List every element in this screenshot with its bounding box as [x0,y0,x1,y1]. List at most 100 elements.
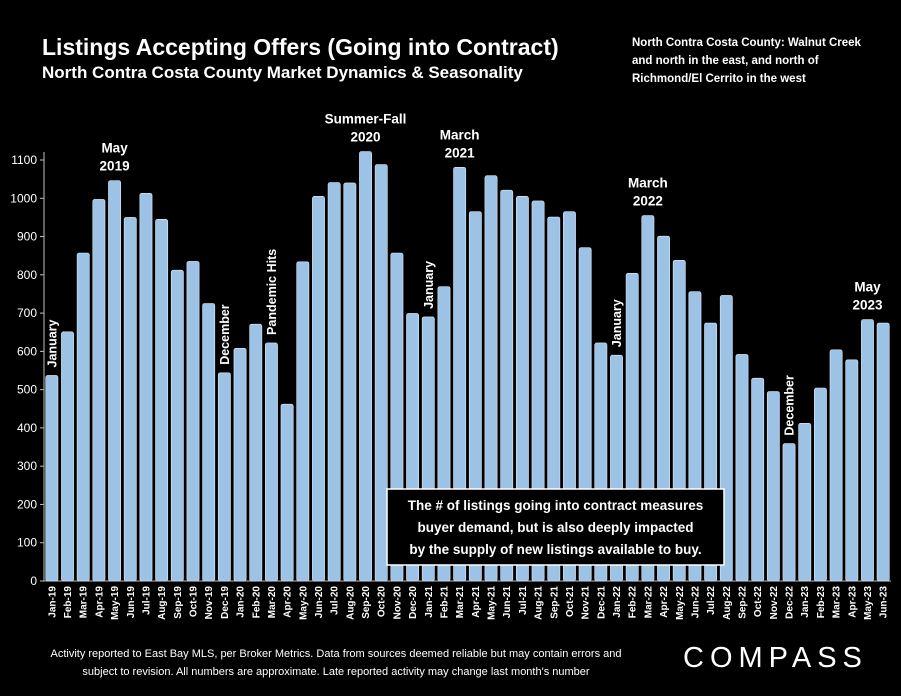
bar [798,423,812,582]
bar [829,349,843,582]
x-tick-label: Nov-20 [392,586,403,620]
bar [751,377,765,582]
bar [92,199,106,582]
annotation-label: March [440,127,480,142]
bar [108,180,122,582]
annotation-label: 2022 [633,193,663,208]
x-tick-label: Mar-19 [79,586,90,619]
x-tick-label: Dec-19 [220,586,231,619]
callout-text: The # of listings going into contract me… [408,498,704,513]
x-tick-label: Apr-23 [847,586,858,618]
bar [155,219,169,582]
annotation-label: March [628,175,668,190]
x-tick-label: Jan-23 [800,586,811,618]
bar [359,151,372,582]
x-tick-label: Nov-19 [204,586,215,620]
bar [876,322,890,582]
x-tick-label: Sep-22 [737,586,748,619]
callout-text: buyer demand, but is also deeply impacte… [417,520,693,535]
y-tick-label: 500 [17,383,37,397]
x-tick-label: Dec-20 [408,586,419,619]
y-tick-label: 100 [17,536,37,550]
x-tick-label: Jun-23 [879,586,890,619]
x-tick-label: May-22 [675,586,686,620]
y-tick-label: 800 [17,268,37,282]
x-tick-label: Apr-20 [283,586,294,618]
x-tick-label: Jun-20 [314,586,325,619]
x-tick-label: Oct-20 [377,586,388,618]
chart-subtitle: North Contra Costa County Market Dynamic… [42,63,523,82]
bar [312,196,325,582]
x-tick-label: Jan-19 [47,586,58,618]
y-tick-label: 1100 [11,153,37,167]
compass-logo: COMPASS [683,642,868,674]
bar [813,387,827,582]
x-tick-label: Dec-22 [785,586,796,619]
x-tick-label: Jun-22 [690,586,701,619]
bar [202,303,216,582]
x-tick-label: May-21 [487,586,498,620]
bar [531,200,545,582]
x-tick-label: Jul-20 [330,586,341,615]
x-tick-label: Apr-21 [471,586,482,618]
annotation-label: January [422,261,436,309]
annotation-label: 2021 [445,145,476,160]
x-tick-label: Dec-21 [596,586,607,619]
x-tick-label: Feb-19 [63,586,74,619]
annotation-label: 2020 [351,130,381,145]
region-note: North Contra Costa County: Walnut Creek … [632,37,861,85]
x-tick-label: Jul-22 [706,586,717,615]
bar [170,269,184,582]
bar [280,403,294,582]
bar [296,261,310,582]
callout-box [386,488,725,566]
bar [249,323,263,582]
x-tick-label: Apr-19 [94,586,105,618]
x-tick-label: Aug-22 [722,586,733,620]
y-tick-label: 300 [17,459,37,473]
annotation-label: May [854,280,881,295]
x-tick-label: Aug-20 [345,586,356,620]
y-tick-label: 400 [17,421,37,435]
x-tick-label: Sep-21 [549,586,560,619]
y-tick-label: 900 [17,230,37,244]
x-tick-label: Jun-21 [502,586,513,619]
bar [217,372,231,582]
x-tick-label: Oct-21 [565,586,576,618]
x-tick-label: May-20 [298,586,309,620]
x-tick-label: Feb-22 [628,586,639,619]
bar [782,443,796,582]
bar [515,196,529,582]
x-tick-label: Jun-19 [126,586,137,619]
bar [45,375,59,582]
x-tick-label: Jan-22 [612,586,623,618]
x-tick-label: Nov-21 [581,586,592,620]
bar [76,252,90,582]
annotation-label: January [45,319,59,367]
y-tick-label: 1000 [10,191,37,205]
annotation-label: December [218,304,232,365]
x-tick-label: Mar-23 [832,586,843,619]
annotation-label: December [783,375,797,436]
bar [327,182,341,582]
bar [186,261,200,582]
x-tick-label: Sep-20 [361,586,372,619]
bar [845,359,859,582]
x-tick-label: Jul-21 [518,586,529,615]
x-tick-label: Mar-21 [455,586,466,619]
bar [484,175,498,582]
bar [766,391,780,582]
annotation-label: 2019 [100,159,130,174]
annotation-label: May [101,141,128,156]
y-tick-label: 200 [17,497,37,511]
y-tick-label: 600 [17,344,37,358]
x-tick-label: Oct-22 [753,586,764,618]
y-tick-label: 700 [17,306,37,320]
x-tick-label: Oct-19 [189,586,200,618]
x-tick-label: Feb-20 [251,586,262,619]
bar [233,348,247,582]
x-tick-label: Mar-22 [643,586,654,619]
x-tick-label: May-19 [110,586,121,620]
x-tick-label: Apr-22 [659,586,670,618]
